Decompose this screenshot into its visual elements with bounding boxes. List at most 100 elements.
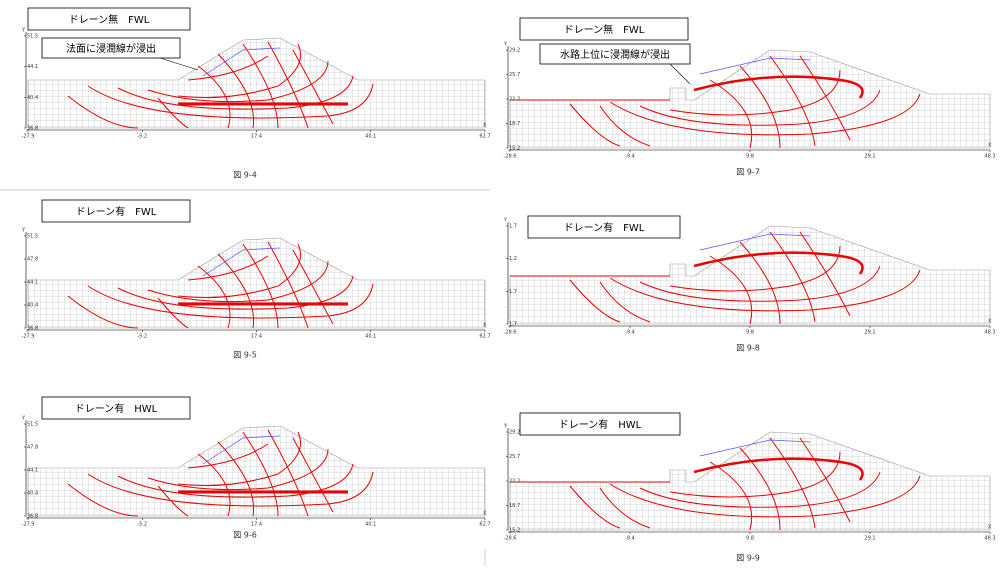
y-tick-label: 1.2 <box>509 256 517 262</box>
x-tick-label: 48.3 <box>984 536 995 542</box>
callout-arrow <box>159 57 199 71</box>
callout-box <box>539 43 691 65</box>
title-box <box>41 396 191 420</box>
y-tick-label: 29.2 <box>509 430 520 436</box>
y-tick-label: 40.4 <box>27 95 38 101</box>
y-tick-label: 44.1 <box>27 280 38 286</box>
x-tick-label: 29.1 <box>864 536 875 542</box>
title-box <box>519 412 681 436</box>
x-tick-label: 29.1 <box>864 330 875 336</box>
callout-text: 水路上位に浸潤線が浸出 <box>560 48 670 61</box>
y-tick-label: 44.1 <box>27 468 38 474</box>
y-tick-label: 40.4 <box>27 303 38 309</box>
figure-caption: 図 9-6 <box>233 531 257 540</box>
y-tick-label: 1.7 <box>509 289 517 295</box>
x-tick-label: 62.7 <box>479 522 490 528</box>
y-tick-label: 51.5 <box>27 422 38 428</box>
y-axis-label: Y <box>21 416 26 422</box>
y-tick-label: 25.7 <box>509 72 520 78</box>
x-tick-label: -5.2 <box>137 334 147 340</box>
mesh <box>508 430 992 532</box>
y-tick-label: 15.2 <box>509 528 520 534</box>
mesh <box>508 48 992 150</box>
x-tick-label: 62.7 <box>479 134 490 140</box>
mesh <box>26 236 487 330</box>
panel-title: ドレーン有 HWL <box>559 418 642 431</box>
x-tick-label: -27.9 <box>22 334 35 340</box>
x-tick-label: -5.2 <box>137 522 147 528</box>
title-box <box>519 17 689 41</box>
y-tick-label: 22.2 <box>509 97 520 103</box>
y-axis-label: Y <box>503 424 508 430</box>
x-tick-label: 40.1 <box>365 522 376 528</box>
x-tick-label: 48.3 <box>984 330 995 336</box>
figure-caption: 図 9-8 <box>736 344 760 353</box>
x-axis-label: X <box>483 123 487 129</box>
x-tick-label: -5.2 <box>137 134 147 140</box>
x-tick-label: -27.9 <box>22 134 35 140</box>
panel-title: ドレーン有 FWL <box>76 205 157 218</box>
panel-title: ドレーン無 FWL <box>69 13 150 26</box>
figure-caption: 図 9-5 <box>233 351 257 360</box>
mesh <box>26 424 487 518</box>
y-axis-label: Y <box>503 218 508 224</box>
x-axis-label: X <box>483 323 487 329</box>
figure-caption: 図 9-9 <box>736 554 760 563</box>
x-tick-label: 40.1 <box>365 334 376 340</box>
x-tick-label: 9.8 <box>746 330 754 336</box>
y-tick-label: 47.8 <box>27 445 38 451</box>
y-axis-label: Y <box>503 42 508 48</box>
panel-title: ドレーン無 FWL <box>564 23 645 36</box>
callout-box <box>41 37 181 59</box>
x-axis-label: X <box>483 511 487 517</box>
x-tick-label: -28.6 <box>504 154 517 160</box>
y-tick-label: 29.2 <box>509 48 520 54</box>
y-tick-label: 18.7 <box>509 121 520 127</box>
y-tick-label: 51.5 <box>27 34 38 40</box>
y-tick-label: 25.7 <box>509 454 520 460</box>
x-tick-label: -9.4 <box>625 536 635 542</box>
x-tick-label: 48.3 <box>984 154 995 160</box>
callout-text: 法面に浸潤線が浸出 <box>66 42 156 55</box>
y-tick-label: 36.8 <box>27 514 38 520</box>
y-tick-label: 15.2 <box>509 146 520 152</box>
x-axis-label: X <box>988 319 992 325</box>
x-tick-label: -28.6 <box>504 536 517 542</box>
figure-caption: 図 9-4 <box>233 171 257 180</box>
mesh <box>508 224 992 326</box>
x-tick-label: 40.1 <box>365 134 376 140</box>
y-tick-label: 36.8 <box>27 126 38 132</box>
x-axis-label: X <box>988 525 992 531</box>
x-axis-label: X <box>988 143 992 149</box>
figure-caption: 図 9-7 <box>736 168 760 177</box>
x-tick-label: 17.4 <box>251 334 262 340</box>
y-axis-label: Y <box>21 28 26 34</box>
panel-title: ドレーン有 FWL <box>564 221 645 234</box>
x-tick-label: -9.4 <box>625 154 635 160</box>
x-tick-label: 17.4 <box>251 522 262 528</box>
panel-title: ドレーン有 HWL <box>75 402 158 415</box>
y-tick-label: 18.7 <box>509 503 520 509</box>
y-tick-label: 47.8 <box>27 257 38 263</box>
y-tick-label: 1.7 <box>509 322 517 328</box>
x-tick-label: -27.9 <box>22 522 35 528</box>
y-tick-label: 51.5 <box>27 234 38 240</box>
x-tick-label: 62.7 <box>479 334 490 340</box>
x-tick-label: 29.1 <box>864 154 875 160</box>
y-tick-label: 44.1 <box>27 64 38 70</box>
y-tick-label: 1.7 <box>509 224 517 230</box>
panels: Y X 51.5 44.1 40.4 36.8 -27.9 -5.2 17.4 40.1 62.7 ド… <box>21 7 996 563</box>
y-tick-label: 36.8 <box>27 326 38 332</box>
title-box <box>41 199 191 223</box>
y-tick-label: 22.2 <box>509 479 520 485</box>
callout-arrow <box>669 63 691 85</box>
x-tick-label: -9.4 <box>625 330 635 336</box>
x-tick-label: 9.8 <box>746 536 754 542</box>
x-tick-label: 9.8 <box>746 154 754 160</box>
title-box <box>527 215 681 239</box>
y-axis-label: Y <box>21 228 26 234</box>
x-tick-label: -28.6 <box>504 330 517 336</box>
y-tick-label: 40.4 <box>27 491 38 497</box>
x-tick-label: 17.4 <box>251 134 262 140</box>
